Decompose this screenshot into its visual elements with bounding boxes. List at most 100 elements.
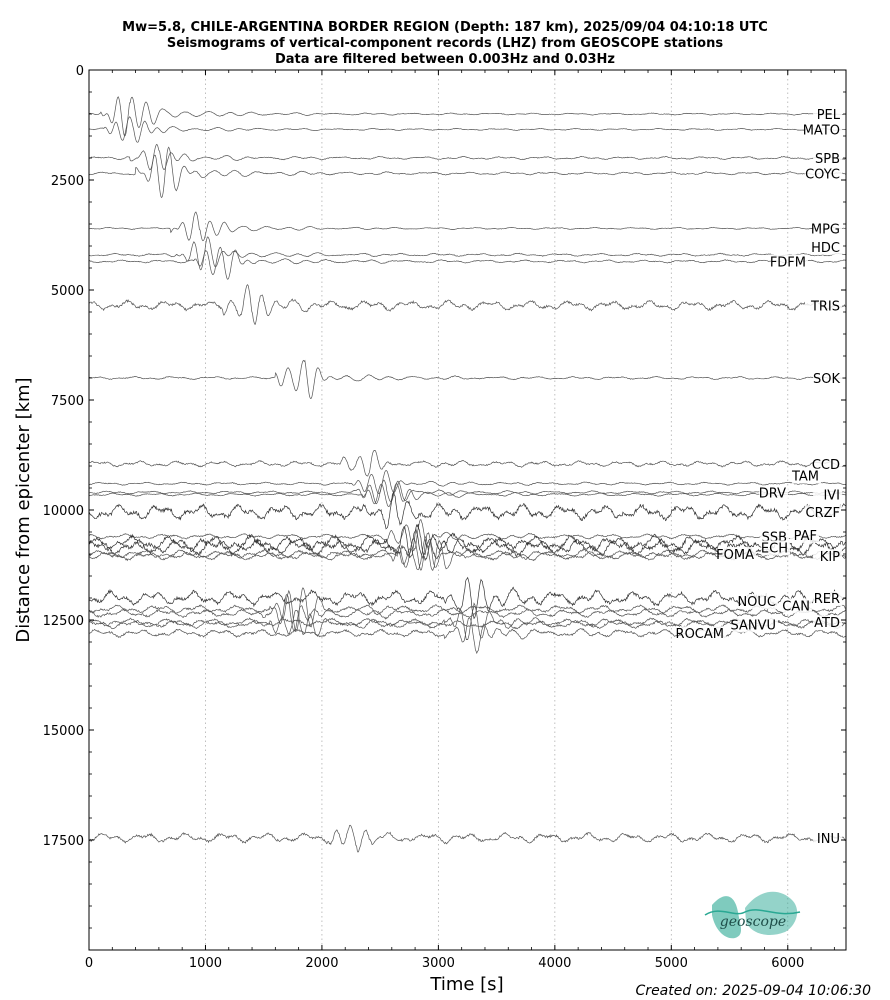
trace-tam	[88, 469, 846, 494]
trace-can	[88, 593, 847, 632]
y-axis-label: Distance from epicenter [km]	[13, 377, 34, 642]
trace-rer	[88, 576, 847, 620]
station-label-nouc: NOUC	[737, 595, 776, 610]
y-tick-label: 0	[76, 64, 84, 79]
station-label-paf: PAF	[794, 529, 817, 544]
trace-hdc	[88, 236, 847, 271]
station-label-bg	[804, 505, 842, 521]
station-label-bg	[718, 547, 756, 562]
station-label-bg	[804, 122, 842, 138]
x-axis-label: Time [s]	[429, 974, 503, 995]
trace-ivi	[88, 483, 846, 508]
grid-lines	[205, 70, 789, 950]
y-tick-label: 15000	[43, 724, 84, 739]
trace-sok	[88, 359, 846, 399]
logo-shape-right	[745, 891, 798, 935]
axis-ticks: 0 1000 2000 3000 4000 5000 6000 0 2500 5000 7500 10…	[43, 64, 846, 971]
trace-coyc	[88, 146, 847, 199]
station-label-foma: FOMA	[716, 548, 754, 563]
station-label-bg	[783, 598, 812, 614]
station-label-drv: DRV	[759, 486, 786, 501]
x-tick-label: 5000	[655, 956, 688, 971]
trace-spb	[88, 143, 846, 171]
station-label-bg	[680, 626, 726, 642]
trace-pel	[88, 96, 846, 137]
logo-shape-left	[712, 896, 742, 939]
x-tick-label: 6000	[771, 956, 804, 971]
station-label-bg	[740, 594, 778, 609]
trace-tris	[88, 284, 847, 325]
station-label-can: CAN	[782, 599, 810, 614]
trace-ccd	[88, 450, 846, 477]
trace-paf	[88, 523, 846, 562]
trace-drv	[88, 479, 846, 505]
y-tick-label: 5000	[51, 284, 84, 299]
trace-fdfm	[88, 246, 846, 280]
y-tick-label: 2500	[51, 174, 84, 189]
station-label-bg	[732, 617, 778, 633]
station-label-mpg: MPG	[811, 222, 840, 237]
station-label-bg	[813, 371, 842, 386]
station-label-tris: TRIS	[810, 299, 840, 314]
x-tick-label: 4000	[538, 956, 571, 971]
station-label-sok: SOK	[813, 372, 840, 387]
x-tick-label: 1000	[189, 956, 222, 971]
logo-text: geoscope	[720, 914, 786, 930]
station-label-bg	[813, 487, 842, 503]
seismogram-traces	[88, 96, 847, 853]
plot-frame	[88, 69, 847, 951]
station-label-bg	[813, 456, 842, 472]
station-label-coyc: COYC	[805, 167, 840, 182]
station-label-bg	[792, 468, 821, 484]
trace-atd	[88, 602, 846, 640]
x-tick-label: 3000	[422, 956, 455, 971]
station-label-bg	[770, 254, 808, 270]
station-label-bg	[813, 221, 842, 237]
trace-inu	[88, 824, 847, 853]
trace-mpg	[88, 211, 846, 242]
station-label-bg	[813, 239, 842, 255]
x-tick-label: 2000	[305, 956, 338, 971]
station-label-bg	[813, 591, 842, 606]
station-label-bg	[804, 298, 842, 314]
station-label-bg	[813, 151, 842, 166]
station-label-pel: PEL	[817, 108, 841, 123]
station-label-tam: TAM	[791, 470, 819, 485]
station-label-bg	[804, 166, 842, 182]
y-tick-label: 17500	[43, 834, 84, 849]
station-label-ivi: IVI	[823, 489, 840, 504]
station-label-mato: MATO	[803, 123, 840, 138]
station-label-bg	[813, 830, 842, 846]
station-label-bg	[813, 615, 842, 631]
station-label-ech: ECH	[761, 541, 788, 556]
geoscope-logo: geoscope	[704, 891, 801, 939]
station-label-hdc: HDC	[811, 241, 840, 256]
station-labels: PELMATOSPBCOYCMPGHDCFDFMTRISSOKCCDTAMDRV…	[676, 107, 842, 847]
station-label-bg	[813, 549, 842, 565]
station-label-inu: INU	[817, 832, 840, 847]
trace-mato	[88, 116, 846, 143]
title-line-1: Mw=5.8, CHILE-ARGENTINA BORDER REGION (D…	[122, 20, 768, 35]
x-tick-label: 0	[85, 956, 93, 971]
y-tick-label: 12500	[43, 614, 84, 629]
station-label-bg	[813, 107, 842, 122]
station-label-bg	[790, 528, 819, 543]
station-label-rer: RER	[814, 592, 840, 607]
y-tick-label: 10000	[43, 504, 84, 519]
station-label-atd: ATD	[814, 616, 840, 631]
station-label-bg	[759, 485, 788, 501]
station-label-sanvu: SANVU	[730, 618, 776, 633]
trace-nouc	[88, 587, 846, 632]
created-on-text: Created on: 2025-09-04 10:06:30	[636, 983, 872, 999]
station-label-crzf: CRZF	[806, 506, 841, 521]
title-line-3: Data are filtered between 0.003Hz and 0.…	[275, 52, 615, 67]
station-label-kip: KIP	[820, 550, 840, 565]
station-label-fdfm: FDFM	[770, 255, 806, 270]
station-label-rocam: ROCAM	[676, 627, 724, 642]
title-line-2: Seismograms of vertical-component record…	[167, 36, 723, 51]
trace-crzf	[88, 491, 846, 530]
chart-title: Mw=5.8, CHILE-ARGENTINA BORDER REGION (D…	[122, 20, 768, 67]
station-label-spb: SPB	[815, 152, 840, 167]
logo-wave	[704, 909, 801, 916]
